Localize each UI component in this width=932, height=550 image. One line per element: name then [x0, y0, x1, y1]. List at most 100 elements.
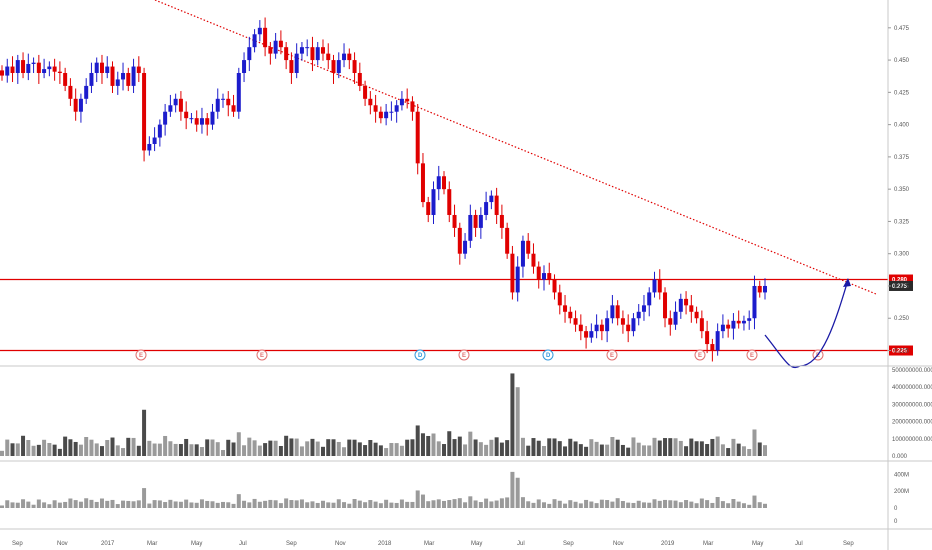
sub-bar	[236, 494, 241, 508]
volume-tick-label: 300000000.000	[892, 402, 932, 408]
volume-bar	[257, 445, 262, 456]
sub-bar	[331, 502, 336, 508]
volume-bar	[136, 445, 141, 456]
sub-bar	[194, 502, 199, 508]
sub-bar	[342, 502, 347, 508]
volume-bar	[615, 439, 620, 456]
sub-bar	[10, 502, 15, 508]
sub-bar	[610, 501, 615, 508]
volume-bar	[252, 440, 257, 456]
sub-bar	[36, 499, 41, 508]
sub-bar	[21, 499, 26, 508]
sub-bar	[294, 500, 299, 508]
sub-bar	[278, 503, 283, 508]
candle-body	[641, 305, 646, 312]
volume-bar	[631, 437, 636, 456]
date-label: 2018	[378, 541, 392, 547]
volume-bar	[342, 447, 347, 456]
candle-body	[247, 47, 252, 61]
volume-bar	[636, 442, 641, 456]
sub-bar	[436, 499, 441, 508]
volume-bar	[584, 446, 589, 456]
candle-body	[257, 27, 262, 35]
date-label: Sep	[286, 541, 297, 547]
candle-body	[720, 324, 725, 332]
sub-bar	[494, 500, 499, 508]
event-marker	[694, 349, 706, 361]
event-marker-label: E	[260, 353, 264, 359]
candle-body	[584, 331, 589, 338]
candle-body	[705, 331, 710, 345]
volume-bar	[473, 439, 478, 456]
candle-body	[178, 98, 183, 112]
sub-bar	[605, 500, 610, 508]
sub-bar	[121, 500, 126, 508]
volume-bar	[552, 438, 557, 456]
volume-bar	[10, 443, 15, 456]
sub-bar	[84, 498, 89, 508]
candle-body	[668, 318, 673, 325]
event-marker	[746, 349, 758, 361]
candle-body	[631, 318, 636, 332]
volume-bar	[752, 429, 757, 456]
candle-body	[436, 176, 441, 190]
price-tick-label: 0.425	[894, 90, 910, 96]
candle-body	[452, 214, 457, 228]
sub-bar	[168, 499, 173, 508]
candle-body	[10, 66, 15, 73]
candle-body	[515, 266, 520, 293]
volume-bar	[710, 438, 715, 456]
sub-bar	[315, 502, 320, 508]
date-label: Nov	[613, 541, 624, 547]
event-marker	[542, 349, 554, 361]
sub-bar	[410, 501, 415, 508]
candle-body	[399, 98, 404, 106]
sub-bar	[499, 498, 504, 508]
candle-body	[363, 85, 368, 99]
sub-bar	[131, 501, 136, 508]
candle-body	[189, 118, 194, 120]
volume-bar	[84, 437, 89, 456]
volume-bar	[78, 444, 83, 456]
candle-body	[184, 111, 189, 119]
volume-bar	[320, 446, 325, 456]
candle-body	[273, 40, 278, 54]
candle-body	[21, 60, 26, 73]
volume-bar	[515, 387, 520, 456]
event-marker	[458, 349, 470, 361]
sub-bar	[584, 499, 589, 508]
candle-body	[157, 124, 162, 138]
sub-bar	[442, 500, 447, 508]
volume-bar	[305, 441, 310, 456]
volume-bar	[115, 445, 120, 456]
candle-body	[410, 101, 415, 112]
sub-bar	[615, 498, 620, 508]
price-tick-label: 0.450	[894, 58, 910, 64]
sub-bar	[142, 488, 147, 508]
candle-body	[194, 118, 199, 125]
sub-bar	[210, 501, 215, 508]
sub-bar	[431, 500, 436, 508]
candle-body	[36, 62, 41, 73]
candle-body	[673, 311, 678, 325]
volume-bar	[199, 447, 204, 456]
sub-bar	[663, 499, 668, 508]
date-label: Jul	[517, 541, 525, 547]
event-marker	[135, 349, 147, 361]
sub-bar	[5, 500, 10, 508]
volume-bar	[247, 437, 252, 456]
volume-tick-label: 0.000	[892, 454, 908, 460]
volume-bar	[731, 438, 736, 456]
volume-bar	[215, 442, 220, 456]
volume-bar	[184, 438, 189, 456]
sub-bar	[378, 503, 383, 508]
sub-bar	[284, 498, 289, 508]
candle-body	[0, 70, 4, 76]
candle-body	[484, 202, 489, 215]
candle-body	[231, 105, 236, 112]
volume-bar	[410, 439, 415, 456]
candle-body	[678, 298, 683, 312]
volume-bar	[463, 444, 468, 456]
volume-bar	[457, 436, 462, 456]
